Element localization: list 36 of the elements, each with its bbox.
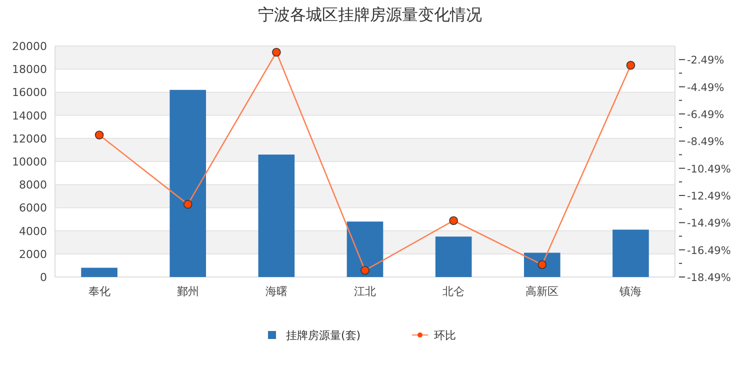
- y-tick-label: 18000: [12, 63, 47, 76]
- y2-tick-label: -6.49%: [687, 108, 724, 121]
- y-tick-label: 20000: [12, 40, 47, 53]
- y2-tick-label: -18.49%: [687, 272, 731, 284]
- x-tick-label: 鄞州: [176, 285, 199, 298]
- y2-tick-label: -10.49%: [687, 163, 731, 176]
- x-tick-label: 海曙: [265, 285, 288, 298]
- x-tick-label: 北仑: [442, 285, 465, 298]
- x-tick-label: 奉化: [88, 285, 110, 298]
- bar: [258, 154, 295, 277]
- y2-tick-label: -16.49%: [687, 244, 731, 257]
- x-tick-label: 镇海: [618, 285, 642, 298]
- x-tick-label: 江北: [354, 285, 376, 298]
- y-tick-label: 6000: [19, 202, 47, 215]
- bar: [346, 222, 384, 277]
- y-tick-label: 8000: [19, 178, 47, 192]
- chart-title: 宁波各城区挂牌房源量变化情况: [258, 5, 482, 24]
- y2-tick-label: -2.49%: [687, 54, 724, 67]
- legend-label: 挂牌房源量(套): [286, 329, 361, 342]
- y-tick-label: 2000: [19, 248, 47, 261]
- x-tick-label: 高新区: [526, 285, 559, 298]
- legend-label: 环比: [434, 329, 456, 342]
- y-tick-label: 4000: [19, 224, 47, 238]
- y-tick-label: 10000: [12, 156, 47, 168]
- bar: [170, 90, 206, 277]
- y2-tick-label: -8.49%: [687, 136, 724, 148]
- y2-tick-label: -12.49%: [687, 190, 731, 202]
- bar: [612, 230, 649, 277]
- y-tick-label: 14000: [12, 109, 47, 122]
- y-tick-label: 0: [40, 271, 47, 284]
- y-tick-label: 16000: [12, 86, 47, 100]
- y2-tick-label: -4.49%: [687, 82, 724, 94]
- y-tick-label: 12000: [12, 132, 47, 146]
- bar: [81, 268, 118, 277]
- bar: [435, 236, 472, 277]
- y2-tick-label: -14.49%: [687, 218, 731, 230]
